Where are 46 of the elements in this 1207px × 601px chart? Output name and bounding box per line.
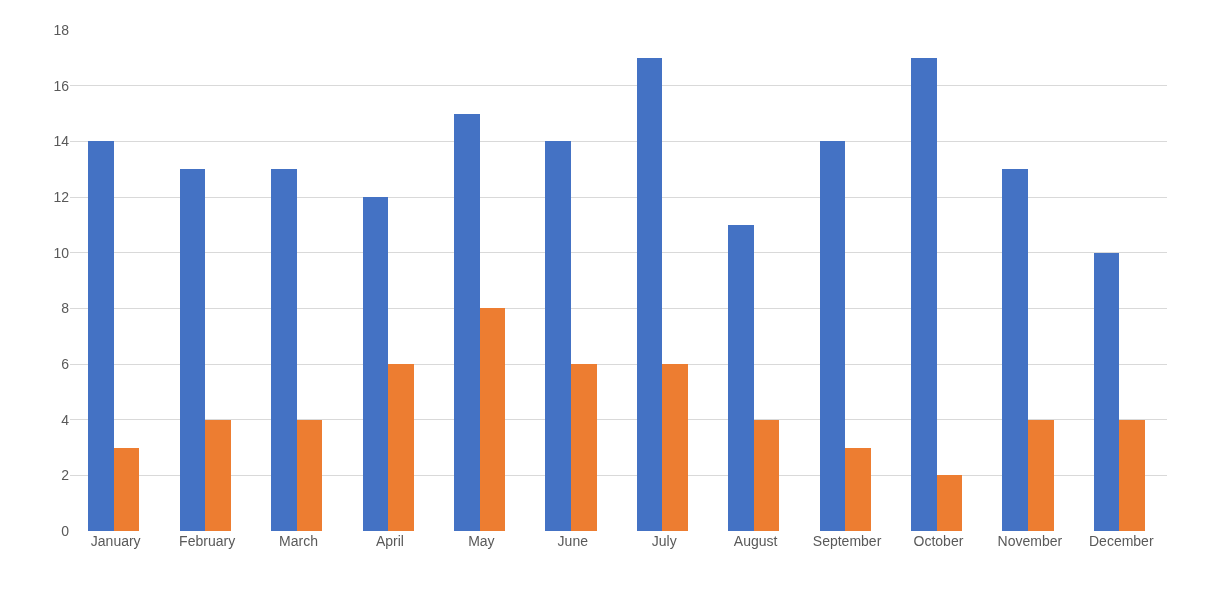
bar xyxy=(637,58,662,531)
y-tick-label: 0 xyxy=(61,522,70,539)
bar xyxy=(271,169,297,531)
x-tick-label: September xyxy=(812,533,882,549)
bar xyxy=(205,420,231,531)
bar xyxy=(480,308,505,531)
y-tick-label: 10 xyxy=(53,244,70,261)
x-tick-label: July xyxy=(651,533,677,549)
bar xyxy=(180,169,205,531)
x-tick-label: May xyxy=(468,533,495,549)
x-tick-label: April xyxy=(375,533,404,549)
x-tick-label: November xyxy=(997,533,1063,549)
x-tick-label: December xyxy=(1088,533,1154,549)
bar xyxy=(754,420,779,531)
y-tick-label: 8 xyxy=(61,300,70,317)
bar xyxy=(545,141,571,531)
bar xyxy=(454,114,480,531)
bar xyxy=(571,364,597,531)
bar xyxy=(820,141,845,531)
bar xyxy=(911,58,937,531)
y-tick-label: 2 xyxy=(61,467,70,484)
bar xyxy=(114,448,139,531)
y-tick-label: 18 xyxy=(53,21,70,38)
bar xyxy=(662,364,688,531)
y-tick-label: 4 xyxy=(61,411,70,428)
y-tick-label: 12 xyxy=(53,188,70,205)
bar xyxy=(363,197,388,531)
bar xyxy=(1002,169,1028,531)
bar xyxy=(937,475,962,531)
x-tick-label: June xyxy=(557,533,589,549)
bar xyxy=(1094,253,1119,531)
bar xyxy=(1028,420,1054,531)
bar xyxy=(728,225,754,531)
bar xyxy=(1119,420,1145,531)
bar xyxy=(845,448,871,531)
bar xyxy=(388,364,414,531)
x-tick-label: January xyxy=(90,533,141,549)
x-tick-label: August xyxy=(733,533,778,549)
bar xyxy=(88,141,114,531)
x-tick-label: February xyxy=(179,533,236,549)
x-tick-label: October xyxy=(913,533,964,549)
y-tick-label: 6 xyxy=(61,355,70,372)
y-tick-label: 14 xyxy=(53,133,70,150)
x-tick-label: March xyxy=(279,533,318,549)
bar xyxy=(297,420,322,531)
y-tick-label: 16 xyxy=(53,77,70,94)
